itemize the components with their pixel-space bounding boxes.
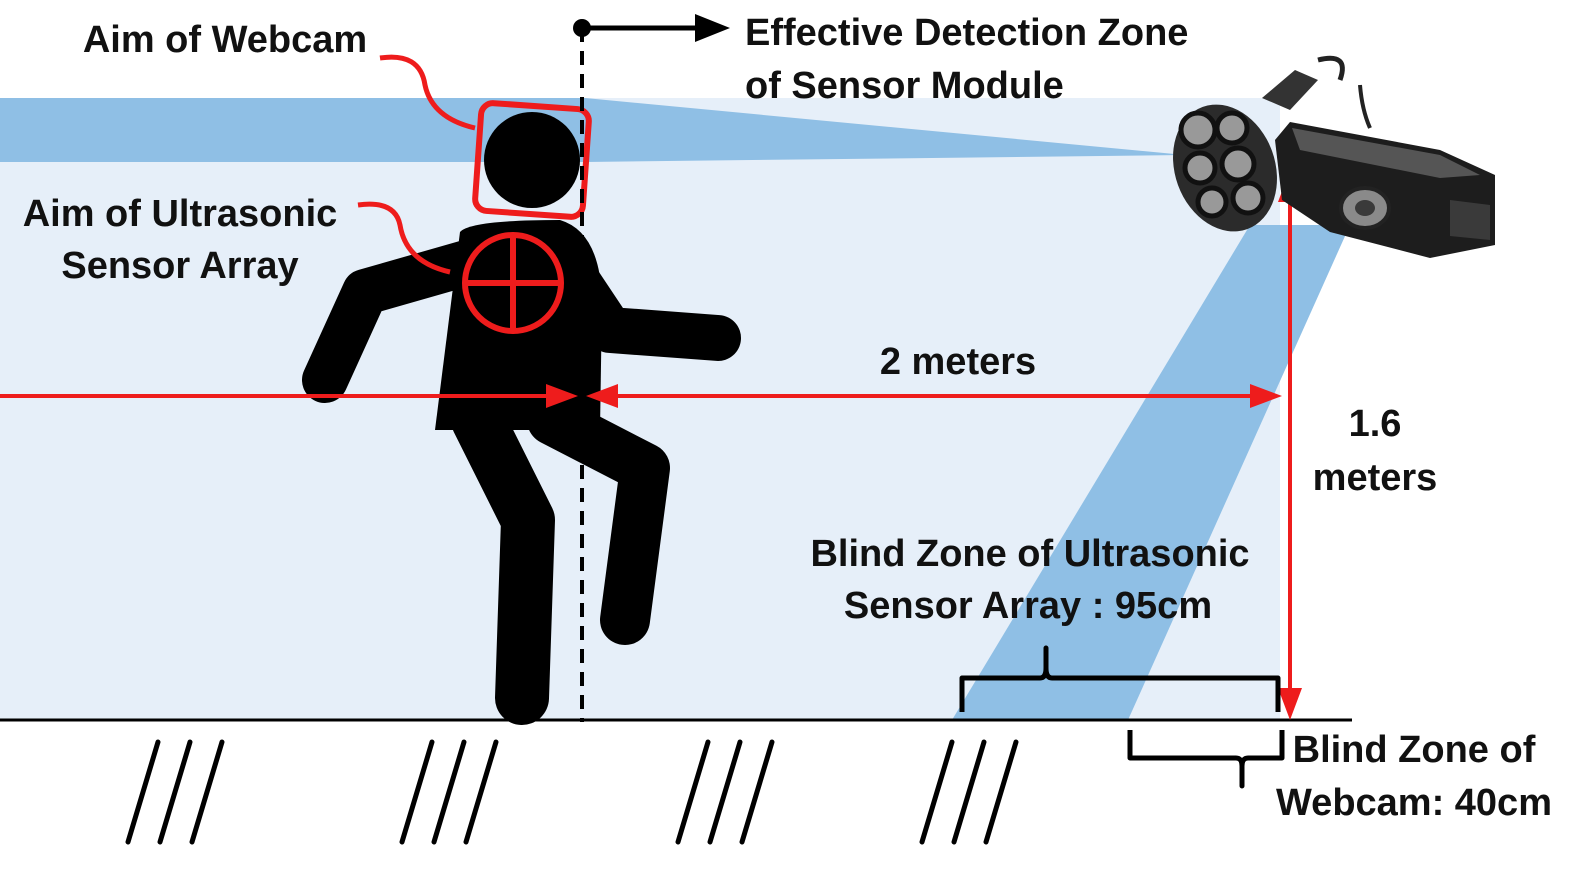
ultrasonic-blind-zone-brace xyxy=(959,645,1281,712)
label-blind-webcam-line2: Webcam: 40cm xyxy=(1276,782,1552,824)
ultrasonic-aim-connector xyxy=(357,201,451,275)
label-height-line1: 1.6 xyxy=(1349,403,1402,445)
webcam-icon xyxy=(1262,55,1495,258)
distance-arrowhead-right xyxy=(1250,384,1282,408)
ultrasonic-sensor-icon xyxy=(1173,104,1277,232)
person-figure-icon xyxy=(302,112,741,725)
ultrasonic-beam xyxy=(952,225,1350,720)
label-blind-webcam-line1: Blind Zone of xyxy=(1293,729,1536,771)
aim-line-arrowhead xyxy=(546,384,578,408)
label-height-line2: meters xyxy=(1313,457,1438,499)
label-aim-webcam: Aim of Webcam xyxy=(83,19,367,61)
label-effective-zone-line1: Effective Detection Zone xyxy=(745,12,1188,54)
label-blind-ultrasonic-line1: Blind Zone of Ultrasonic xyxy=(810,533,1249,575)
zone-direction-arrowhead xyxy=(695,14,730,42)
label-aim-ultrasonic-line1: Aim of Ultrasonic xyxy=(23,193,338,235)
height-arrowhead-bottom xyxy=(1278,688,1302,720)
distance-arrowhead-left xyxy=(586,384,618,408)
label-aim-ultrasonic-line2: Sensor Array xyxy=(61,245,298,287)
webcam-beam xyxy=(0,98,1185,162)
webcam-blind-zone-brace xyxy=(1127,730,1285,789)
ground-hatch-icon xyxy=(125,739,1019,845)
webcam-aim-connector xyxy=(379,54,476,131)
crosshair-icon xyxy=(462,232,564,334)
label-distance: 2 meters xyxy=(880,341,1036,383)
webcam-aim-box xyxy=(472,100,592,220)
label-effective-zone-line2: of Sensor Module xyxy=(745,65,1064,107)
label-blind-ultrasonic-line2: Sensor Array : 95cm xyxy=(844,585,1212,627)
